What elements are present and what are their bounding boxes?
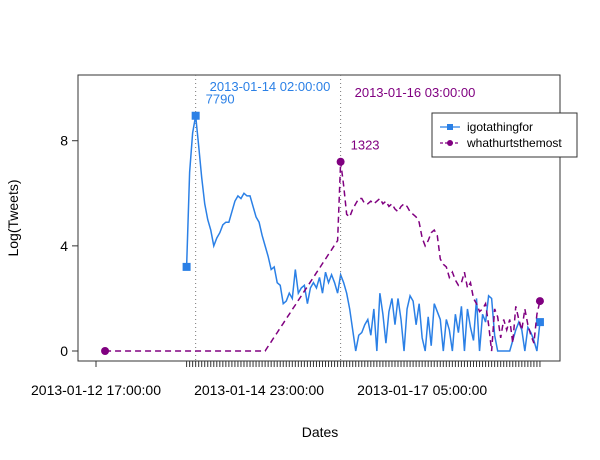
peak-date-label: 2013-01-14 02:00:00 <box>210 79 331 94</box>
peak-count-label: 1323 <box>351 138 380 153</box>
point-marker <box>101 347 110 356</box>
legend-marker <box>447 124 453 130</box>
series-line <box>185 115 541 352</box>
x-axis-label: Dates <box>302 424 339 440</box>
y-tick-label: 0 <box>60 343 68 359</box>
peak-count-label: 7790 <box>206 92 235 107</box>
peak-date-label: 2013-01-16 03:00:00 <box>355 85 476 100</box>
legend-marker <box>447 140 453 146</box>
y-axis-label: Log(Tweets) <box>5 179 21 256</box>
legend-label: igotathingfor <box>467 120 533 134</box>
x-tick-label: 2013-01-12 17:00:00 <box>31 382 161 398</box>
y-tick-label: 8 <box>60 133 68 149</box>
point-marker <box>535 297 544 306</box>
series-line <box>105 161 541 352</box>
x-tick-label: 2013-01-17 05:00:00 <box>357 382 487 398</box>
legend-label: whathurtsthemost <box>466 136 562 150</box>
x-tick-label: 2013-01-14 23:00:00 <box>194 382 324 398</box>
point-marker <box>182 262 191 271</box>
point-marker <box>336 157 345 166</box>
y-tick-label: 4 <box>60 238 68 254</box>
point-marker <box>535 318 544 327</box>
point-marker <box>191 111 200 120</box>
legend-box <box>431 112 578 158</box>
